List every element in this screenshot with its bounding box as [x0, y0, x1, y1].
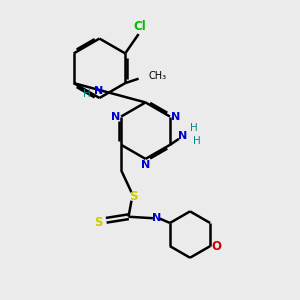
Text: N: N: [152, 213, 162, 223]
Text: H: H: [194, 136, 201, 146]
Text: Cl: Cl: [134, 20, 146, 33]
Text: S: S: [94, 216, 103, 229]
Text: O: O: [212, 240, 222, 253]
Text: N: N: [171, 112, 180, 122]
Text: N: N: [141, 160, 150, 170]
Text: N: N: [94, 86, 103, 96]
Text: CH₃: CH₃: [148, 71, 166, 81]
Text: H: H: [83, 89, 91, 99]
Text: S: S: [130, 190, 138, 203]
Text: N: N: [110, 112, 120, 122]
Text: H: H: [190, 123, 198, 133]
Text: N: N: [178, 131, 187, 141]
